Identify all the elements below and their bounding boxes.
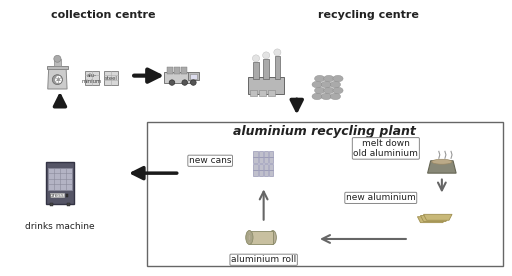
Bar <box>104 71 118 84</box>
Bar <box>54 59 61 66</box>
Bar <box>268 91 275 96</box>
Circle shape <box>54 55 61 62</box>
Text: aluminium recycling plant: aluminium recycling plant <box>233 125 416 138</box>
Bar <box>164 72 190 83</box>
Bar <box>174 67 180 74</box>
Circle shape <box>52 75 62 84</box>
Bar <box>50 203 53 206</box>
Bar <box>269 151 273 157</box>
Bar <box>167 67 173 74</box>
Bar <box>253 157 258 163</box>
Bar <box>269 164 273 170</box>
FancyBboxPatch shape <box>146 122 503 266</box>
Ellipse shape <box>324 87 334 94</box>
Bar <box>274 56 280 79</box>
Ellipse shape <box>314 87 325 94</box>
Text: recycling centre: recycling centre <box>317 10 418 20</box>
Text: ♻: ♻ <box>53 75 62 85</box>
Text: collection centre: collection centre <box>51 10 156 20</box>
Bar <box>50 193 64 197</box>
Ellipse shape <box>312 93 322 100</box>
Ellipse shape <box>312 81 322 88</box>
Circle shape <box>274 49 281 56</box>
Bar <box>248 77 284 94</box>
Ellipse shape <box>321 93 331 100</box>
Bar <box>259 91 266 96</box>
Circle shape <box>169 80 175 85</box>
Bar <box>269 170 273 176</box>
Bar <box>47 66 68 69</box>
Circle shape <box>252 55 260 62</box>
Ellipse shape <box>321 81 331 88</box>
Bar <box>66 194 68 197</box>
Ellipse shape <box>330 93 340 100</box>
Ellipse shape <box>324 75 334 82</box>
Bar <box>264 164 268 170</box>
Bar <box>85 71 99 84</box>
Text: melt down
old aluminium: melt down old aluminium <box>353 139 418 158</box>
Bar <box>259 157 263 163</box>
Polygon shape <box>48 68 67 89</box>
Bar <box>264 151 268 157</box>
Ellipse shape <box>432 159 452 164</box>
Text: drinks machine: drinks machine <box>25 222 95 231</box>
Bar <box>181 67 187 74</box>
Text: press: press <box>50 193 65 198</box>
Ellipse shape <box>333 87 343 94</box>
Bar <box>253 62 259 79</box>
Bar <box>46 162 74 204</box>
Bar <box>263 59 269 79</box>
Circle shape <box>263 52 270 59</box>
Bar <box>269 157 273 163</box>
Bar <box>259 151 263 157</box>
Bar <box>253 151 258 157</box>
Ellipse shape <box>314 75 325 82</box>
Bar <box>253 170 258 176</box>
Polygon shape <box>417 217 446 223</box>
Circle shape <box>190 80 196 85</box>
Circle shape <box>182 80 187 85</box>
Ellipse shape <box>330 81 340 88</box>
Bar <box>253 164 258 170</box>
Bar <box>67 203 70 206</box>
Text: new cans: new cans <box>189 156 231 165</box>
Text: new aluminium: new aluminium <box>346 193 416 202</box>
Polygon shape <box>428 161 456 173</box>
Bar <box>259 164 263 170</box>
Bar <box>264 170 268 176</box>
Bar <box>48 168 72 190</box>
Ellipse shape <box>246 230 253 245</box>
Polygon shape <box>420 216 449 221</box>
Bar <box>249 230 273 245</box>
Ellipse shape <box>333 75 343 82</box>
Bar <box>259 170 263 176</box>
Polygon shape <box>423 214 452 220</box>
Bar <box>250 91 257 96</box>
Ellipse shape <box>269 230 276 245</box>
Text: steel: steel <box>104 76 117 81</box>
Bar <box>264 157 268 163</box>
Text: alu-
minium: alu- minium <box>82 73 102 84</box>
Bar <box>190 74 198 79</box>
Text: aluminium roll: aluminium roll <box>231 255 296 264</box>
Bar <box>188 72 200 80</box>
